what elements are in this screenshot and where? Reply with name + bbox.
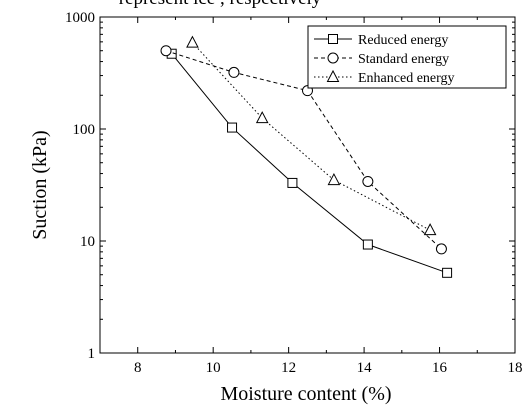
- series-standard-energy: [160, 45, 447, 255]
- data-point-reduced-energy-3: [287, 177, 298, 188]
- legend-label-enhanced-energy: Enhanced energy: [358, 71, 455, 86]
- y-axis-title: Suction (kPa): [29, 130, 51, 239]
- series-enhanced-energy: [186, 35, 437, 236]
- x-tick-label-16: 16: [432, 360, 448, 376]
- data-point-enhanced-energy-4: [423, 223, 437, 236]
- data-point-enhanced-energy-1: [186, 35, 199, 48]
- x-tick-label-8: 8: [134, 360, 142, 376]
- x-tick-label-18: 18: [508, 360, 523, 376]
- legend-box: [307, 25, 507, 89]
- legend-marker-standard-energy: [327, 52, 339, 64]
- data-point-reduced-energy-5: [442, 267, 453, 278]
- y-tick-label-1: 1: [88, 346, 96, 362]
- series-reduced-energy: [166, 48, 453, 278]
- data-point-reduced-energy-4: [362, 239, 373, 250]
- data-point-standard-energy-5: [435, 243, 447, 255]
- y-tick-label-10: 10: [80, 234, 95, 250]
- plot-frame: [99, 16, 516, 354]
- x-tick-label-10: 10: [206, 360, 221, 376]
- legend-label-reduced-energy: Reduced energy: [358, 33, 448, 48]
- axis-ticks: 8 10 12 14 16 18 1 10 100 1000: [65, 10, 523, 376]
- legend-label-standard-energy: Standard energy: [358, 52, 449, 67]
- data-point-standard-energy-4: [362, 175, 374, 187]
- x-tick-label-14: 14: [357, 360, 373, 376]
- data-point-reduced-energy-2: [227, 122, 238, 133]
- y-tick-label-1000: 1000: [65, 10, 95, 26]
- y-tick-label-100: 100: [73, 122, 96, 138]
- legend-marker-enhanced-energy: [326, 69, 340, 82]
- legend: Reduced energy Standard energy Enhanced en…: [307, 25, 507, 89]
- x-axis-title: Moisture content (%): [220, 383, 391, 405]
- data-point-enhanced-energy-3: [327, 172, 341, 186]
- x-tick-label-12: 12: [281, 360, 296, 376]
- series-layer: [160, 35, 453, 278]
- data-point-enhanced-energy-2: [255, 111, 269, 124]
- top-caption: represent ice , respectively: [119, 0, 322, 9]
- legend-marker-reduced-energy: [328, 34, 338, 44]
- data-point-standard-energy-1: [160, 45, 172, 57]
- data-point-standard-energy-2: [228, 66, 240, 78]
